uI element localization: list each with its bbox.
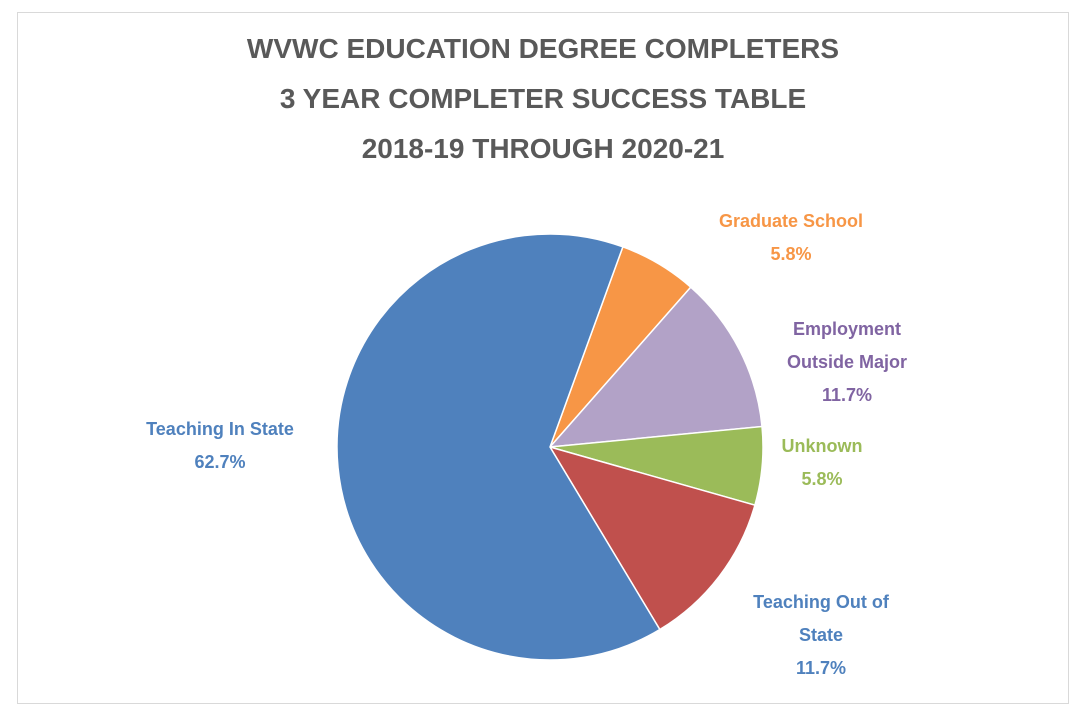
slice-label: Graduate School — [718, 211, 864, 231]
pie-slice — [336, 233, 661, 661]
chart-title: WVWC EDUCATION DEGREE COMPLETERS — [246, 33, 840, 64]
chart-frame — [17, 12, 1069, 704]
slice-label: Teaching Out of State — [753, 592, 889, 645]
pie-slice — [548, 445, 756, 631]
slice-value-label: 5.8% — [770, 244, 812, 264]
slice-value-label: 5.8% — [801, 469, 843, 489]
slice-label: Unknown — [781, 436, 863, 456]
chart-title: 3 YEAR COMPLETER SUCCESS TABLE — [279, 83, 807, 114]
chart-title: 2018-19 THROUGH 2020-21 — [361, 133, 725, 164]
slice-label: Teaching In State — [146, 419, 294, 439]
slice-value-label: 11.7% — [795, 658, 847, 678]
slice-value-label: 62.7% — [194, 452, 246, 472]
slice-label: Employment Outside Major — [786, 319, 907, 372]
slice-value-label: 11.7% — [821, 385, 873, 405]
pie-slice — [548, 286, 763, 448]
